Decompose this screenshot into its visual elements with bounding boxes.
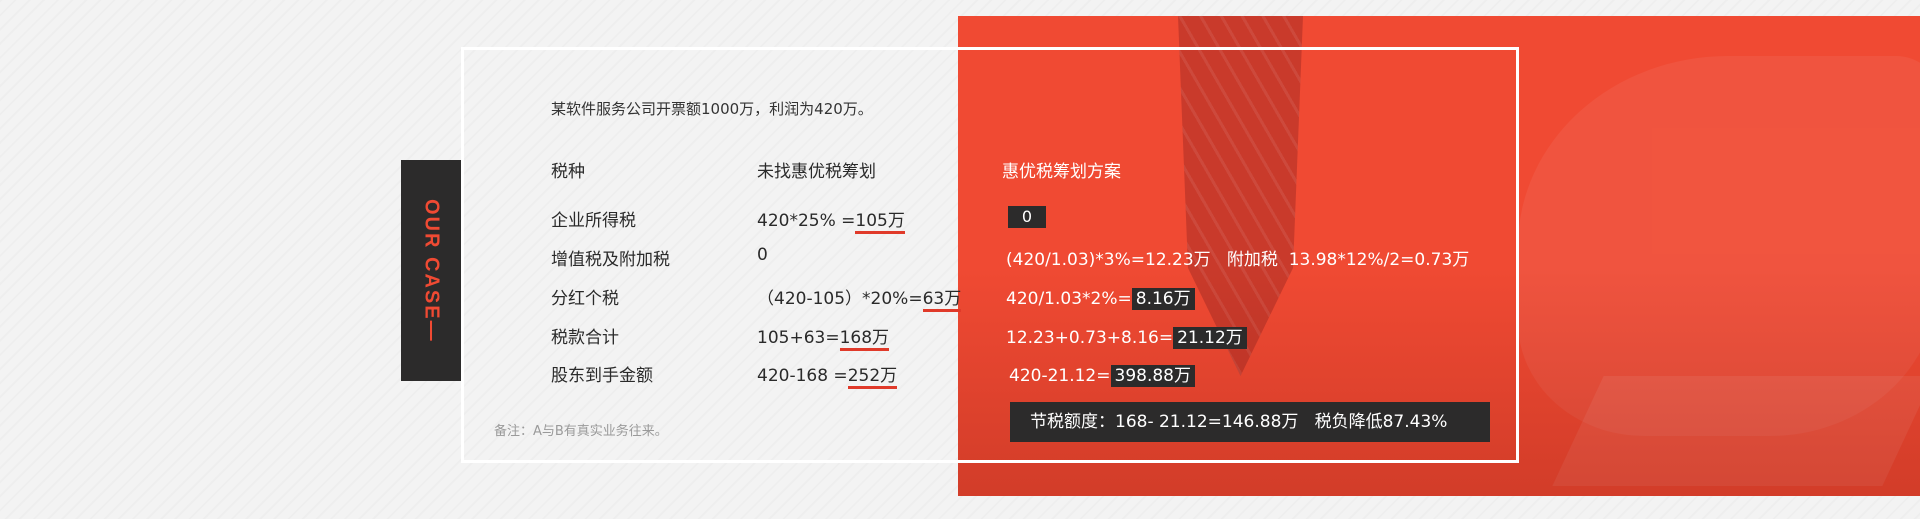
row-with-formula: 12.23+0.73+8.16= bbox=[1006, 328, 1174, 348]
row-without-formula: （420-105）*20%= bbox=[757, 289, 923, 309]
header-without-plan: 未找惠优税筹划 bbox=[757, 162, 876, 182]
header-tax-type: 税种 bbox=[551, 162, 585, 182]
row-without-value: 420*25% =105万 bbox=[757, 206, 905, 234]
case-intro: 某软件服务公司开票额1000万，利润为420万。 bbox=[551, 100, 873, 118]
row-without-formula: 0 bbox=[757, 245, 768, 265]
row-name: 增值税及附加税 bbox=[551, 250, 670, 270]
side-tab: OUR CASE— bbox=[401, 160, 461, 381]
row-name: 股东到手金额 bbox=[551, 366, 653, 386]
row-without-result: 63万 bbox=[922, 289, 962, 312]
row-with-result: 8.16万 bbox=[1131, 288, 1195, 310]
row-without-result: 252万 bbox=[847, 366, 898, 389]
row-with-formula: 420/1.03*2%= bbox=[1006, 289, 1132, 309]
row-with-result: 398.88万 bbox=[1110, 365, 1195, 387]
row-name: 税款合计 bbox=[551, 328, 619, 348]
row-with-value: 420-21.12= 398.88万 bbox=[1009, 361, 1195, 387]
row-without-formula: 420*25% = bbox=[757, 211, 856, 231]
photo-hand-shape bbox=[1518, 56, 1920, 436]
row-with-formula: 420-21.12= bbox=[1009, 366, 1111, 386]
row-with-result: 0 bbox=[1008, 206, 1046, 228]
row-without-value: 105+63=168万 bbox=[757, 323, 890, 351]
row-name: 企业所得税 bbox=[551, 211, 636, 231]
tax-saving-summary: 节税额度：168- 21.12=146.88万 税负降低87.43% bbox=[1010, 402, 1490, 442]
row-without-value: 420-168 =252万 bbox=[757, 361, 898, 389]
row-name: 分红个税 bbox=[551, 289, 619, 309]
footnote: 备注：A与B有真实业务往来。 bbox=[494, 424, 668, 439]
content-frame bbox=[461, 47, 1519, 463]
header-with-plan: 惠优税筹划方案 bbox=[1002, 162, 1121, 182]
row-without-result: 105万 bbox=[855, 211, 905, 234]
row-without-formula: 420-168 = bbox=[757, 366, 848, 386]
side-tab-label: OUR CASE— bbox=[420, 198, 443, 343]
row-with-formula: (420/1.03)*3%=12.23万 附加税 13.98*12%/2=0.7… bbox=[1006, 250, 1470, 270]
row-without-value: （420-105）*20%=63万 bbox=[757, 284, 962, 312]
row-with-result: 21.12万 bbox=[1173, 327, 1247, 349]
row-with-value: 420/1.03*2%= 8.16万 bbox=[1006, 284, 1195, 310]
row-without-formula: 105+63= bbox=[757, 328, 840, 348]
row-without-result: 168万 bbox=[839, 328, 890, 351]
row-with-value: 12.23+0.73+8.16= 21.12万 bbox=[1006, 323, 1247, 349]
